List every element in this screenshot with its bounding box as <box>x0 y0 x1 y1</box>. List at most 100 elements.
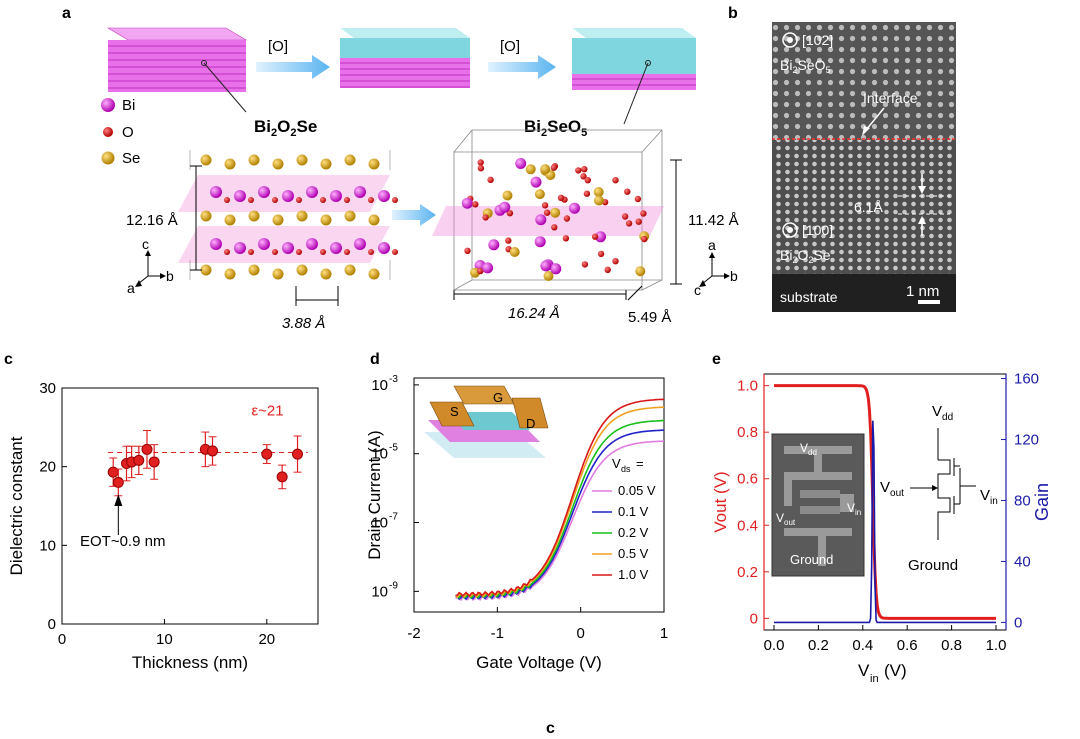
se-atom <box>550 207 561 218</box>
o-atom <box>612 177 619 184</box>
data-point <box>133 454 145 466</box>
o-atom <box>541 202 549 209</box>
legend-title-equals: = <box>636 456 644 471</box>
bi2o2se-title: Bi2O2Se <box>254 117 317 139</box>
legend-se-label: Se <box>122 150 140 167</box>
o-atom <box>487 176 494 183</box>
inverter-schematic <box>910 428 976 540</box>
schematic-vin-label: Vin <box>980 487 998 507</box>
y-tick-label: 10 <box>39 537 56 554</box>
axis-right-a: a <box>708 237 716 253</box>
panel-label-a: a <box>62 5 71 22</box>
y-tick-exponent: -9 <box>389 580 398 591</box>
o-atom <box>224 249 230 255</box>
bi-atom <box>258 186 270 198</box>
o-atom <box>581 261 589 268</box>
legend-title: V <box>612 456 621 471</box>
x-axis-label-subscript: in <box>870 673 879 685</box>
bi-atom <box>534 236 546 248</box>
chart-dielectric-constant: 0 10 20 0 10 20 30 Thickness (nm) Dielectric con… <box>7 380 319 672</box>
vout-curve <box>774 384 996 620</box>
panel-e: e 0.0 0.2 0.4 0.6 0.8 1.0 0 0.2 0.4 0.6 0.8 1.0 0 40 8… <box>711 351 1052 685</box>
panel-label-d: d <box>370 351 380 368</box>
data-point <box>148 456 160 468</box>
series-line <box>455 398 665 598</box>
o-atom <box>392 249 398 255</box>
x-tick-label: 0.2 <box>808 637 829 654</box>
bi-atom <box>234 190 246 202</box>
o-atom <box>557 194 565 201</box>
y-right-tick-label: 160 <box>1014 371 1039 388</box>
spacing-marker: 6.1Å <box>854 174 950 236</box>
legend-entry: 0.05 V <box>618 483 656 498</box>
panel-label-c: c <box>4 351 13 368</box>
eot-annotation: EOT~0.9 nm <box>80 533 165 550</box>
x-tick-label: 0 <box>576 625 584 642</box>
y-right-axis-label: Gain <box>1032 483 1052 521</box>
axis-right-b: b <box>730 268 738 284</box>
interface-label: Interface <box>863 90 918 106</box>
se-atom <box>200 210 212 222</box>
panel-label-b: b <box>728 5 738 22</box>
se-atom <box>248 264 260 276</box>
bi-atom <box>540 260 552 272</box>
se-atom <box>368 158 380 170</box>
x-tick-label: 0.6 <box>897 637 918 654</box>
schematic-ground-label: Ground <box>908 557 958 574</box>
se-atom <box>368 268 380 280</box>
o-atom <box>543 209 551 216</box>
y-tick-exponent: -5 <box>389 443 398 454</box>
legend-entry: 0.1 V <box>618 504 649 519</box>
x-axis-label: V <box>858 661 870 680</box>
zone-axis-bottom: [100] <box>782 222 833 238</box>
o-atom <box>248 197 254 203</box>
phase-bottom-label: Bi2O2Se <box>780 247 831 265</box>
inset-gate-label: G <box>493 390 503 405</box>
caption-label: c <box>546 720 555 737</box>
bi2o2se-slab <box>106 27 248 113</box>
bi-atom <box>210 238 222 250</box>
o-atom <box>575 167 582 174</box>
bi2seo5-dimensions: 11.42 Å 16.24 Å 5.49 Å <box>453 159 739 326</box>
legend-o-atom <box>103 127 113 137</box>
o-atom <box>583 190 591 197</box>
stem-bi2seo5-region <box>772 22 956 140</box>
bi-atom <box>306 186 318 198</box>
se-atom <box>368 214 380 226</box>
bi-atom <box>550 263 562 275</box>
bi-atom <box>569 202 580 214</box>
x-tick-label: 0 <box>58 631 66 648</box>
y-tick-label: 10 <box>371 583 388 600</box>
se-atom <box>296 154 308 166</box>
x-tick-label: 10 <box>156 631 173 648</box>
bi-atom <box>282 190 294 202</box>
o-atom <box>581 166 588 173</box>
stem-substrate-region <box>772 274 956 312</box>
se-atom <box>272 268 284 280</box>
o-atom <box>563 215 571 222</box>
bi-atom <box>330 242 342 254</box>
o-atom <box>641 235 648 243</box>
se-atom <box>248 154 260 166</box>
y-right-tick-label: 80 <box>1014 492 1031 509</box>
o-atom <box>224 197 230 203</box>
se-atom <box>540 164 551 175</box>
se-atom <box>593 187 604 197</box>
bi2seo5-crystal-structure <box>432 129 664 291</box>
o-atom <box>272 197 278 203</box>
o-atom <box>464 247 471 254</box>
device-inset: S G D <box>424 385 549 458</box>
se-atom <box>296 210 308 222</box>
atom-legend: Bi O Se <box>101 97 140 167</box>
se-atom <box>224 158 236 170</box>
legend-se-atom <box>101 151 115 165</box>
o-atom <box>604 266 611 273</box>
bi2seo5-slab <box>572 28 696 125</box>
bi-atom <box>306 238 318 250</box>
o-atom <box>580 173 587 180</box>
legend-bi-atom <box>101 98 115 112</box>
y-left-tick-label: 0.2 <box>737 564 758 581</box>
o-atom <box>296 197 302 203</box>
o-atom <box>477 165 485 172</box>
axes-triad-right: a b c <box>694 237 738 298</box>
